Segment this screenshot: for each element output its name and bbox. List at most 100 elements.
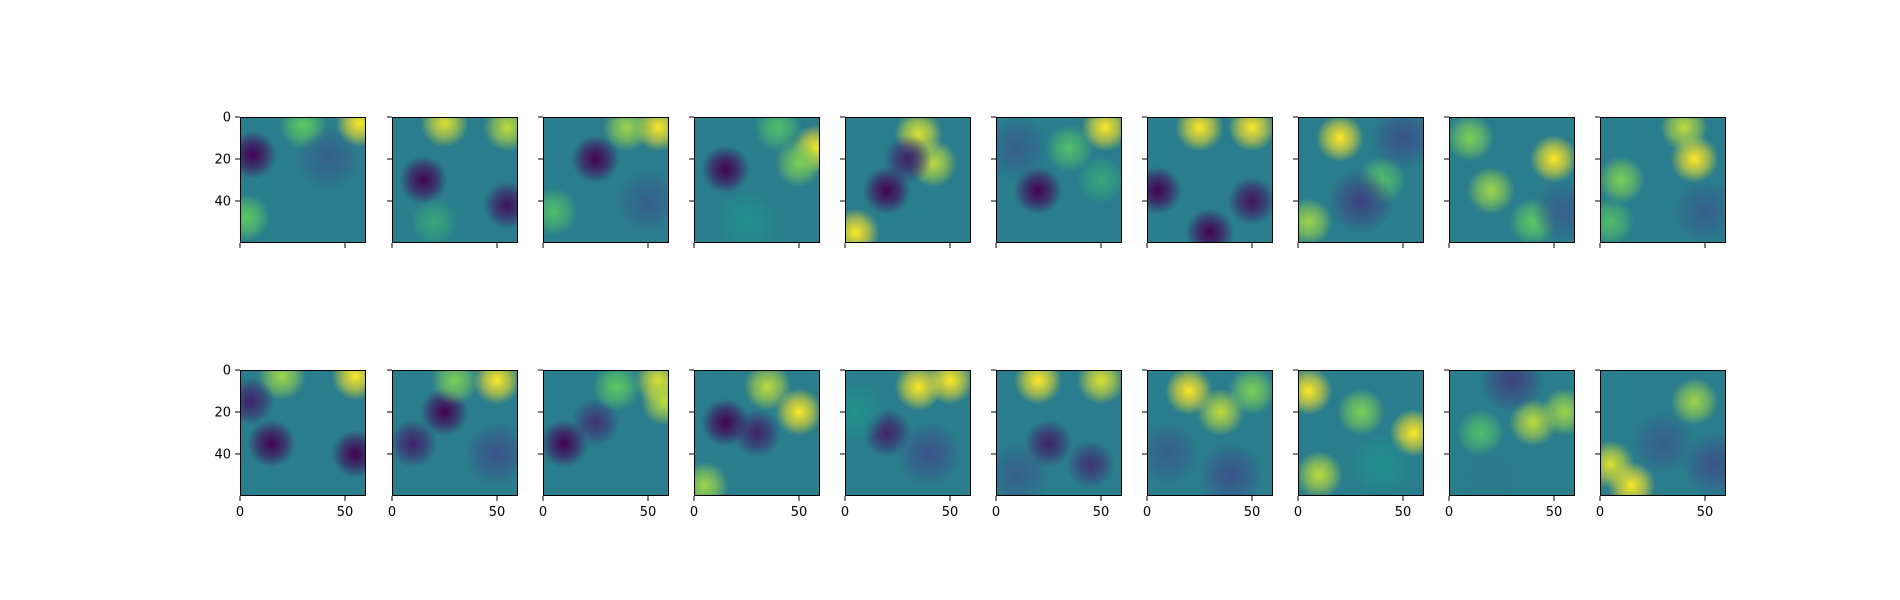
heatmap-blob	[1228, 370, 1273, 415]
heatmap-blob	[1480, 370, 1544, 413]
axes-frame	[1147, 370, 1273, 496]
heatmap-image	[543, 117, 669, 243]
axes-frame	[845, 117, 971, 243]
heatmap-panel-r0-c0: 0 20 40	[214, 111, 366, 248]
heatmap-blob	[996, 117, 1049, 181]
heatmap-blob	[431, 370, 479, 405]
heatmap-blob	[1371, 117, 1424, 170]
heatmap-panel-r0-c2	[538, 116, 669, 248]
x-tick-label: 0	[388, 505, 396, 520]
heatmap-blob	[897, 422, 961, 486]
heatmap-panel-r0-c1	[387, 116, 518, 248]
heatmap-blob	[1045, 124, 1094, 173]
heatmap-blob	[754, 117, 802, 152]
heatmap-image	[1147, 370, 1273, 496]
heatmap-blob	[592, 370, 641, 411]
heatmap-panel-r1-c3: 0 50	[689, 369, 820, 520]
x-tick-label: 50	[791, 505, 808, 520]
axes-frame	[543, 117, 669, 243]
heatmap-blob	[1298, 370, 1333, 415]
x-tick-label: 0	[236, 505, 244, 520]
heatmap-panel-r0-c8	[1444, 116, 1575, 248]
heatmap-blob	[473, 370, 518, 405]
x-tick-label: 0	[539, 505, 547, 520]
heatmap-blob	[1298, 198, 1333, 243]
x-tick-label: 50	[1697, 505, 1714, 520]
heatmap-image	[240, 117, 366, 243]
heatmap-blob	[1467, 166, 1515, 215]
axes-frame	[240, 370, 366, 496]
heatmap-blob	[616, 169, 669, 233]
heatmap-blob	[1077, 370, 1122, 405]
heatmap-blob	[240, 377, 275, 426]
heatmap-blob	[240, 193, 271, 242]
heatmap-panel-r1-c8: 0 50	[1444, 369, 1575, 520]
heatmap-image	[1449, 370, 1575, 496]
heatmap-blob	[1186, 208, 1234, 243]
heatmap-blob	[240, 130, 277, 179]
heatmap-blob	[1530, 135, 1575, 183]
heatmap-blob	[331, 370, 366, 401]
heatmap-blob	[733, 409, 781, 457]
x-tick-label: 50	[1395, 505, 1412, 520]
x-tick-label: 50	[640, 505, 657, 520]
heatmap-image	[845, 117, 971, 243]
axes-frame	[543, 370, 669, 496]
heatmap-blob	[1600, 440, 1635, 489]
axes-frame	[1298, 117, 1424, 243]
heatmap-blob	[1673, 179, 1726, 243]
heatmap-image	[543, 370, 669, 496]
heatmap-blob	[331, 430, 366, 478]
heatmap-blob	[1329, 169, 1393, 233]
heatmap-blob	[775, 139, 820, 188]
heatmap-blob	[845, 208, 880, 243]
heatmap-blob	[571, 135, 620, 183]
heatmap-blob	[571, 398, 620, 447]
axes-frame	[392, 117, 518, 243]
heatmap-blob	[845, 380, 888, 444]
heatmap-image	[392, 370, 518, 496]
x-tick-label: 50	[942, 505, 959, 520]
heatmap-blob	[543, 187, 578, 236]
heatmap-blob	[694, 461, 729, 496]
axes-frame	[240, 117, 366, 243]
heatmap-panel-r0-c3	[689, 116, 820, 248]
heatmap-panel-r0-c4	[840, 116, 971, 248]
y-tick-label: 0	[223, 111, 231, 126]
heatmap-blob	[1014, 370, 1062, 405]
heatmap-image	[996, 117, 1122, 243]
heatmap-panel-r1-c9: 0 50	[1595, 369, 1726, 520]
heatmap-image	[240, 370, 366, 496]
heatmap-blob	[1459, 443, 1523, 496]
y-tick-label: 20	[214, 406, 231, 421]
panel-layer: 0 20 40 0 20 40 0 50 0 50 0 50 0 50 0 50 0 50 0 50 0 50 0 50 0 50	[214, 111, 1726, 520]
heatmap-blob	[1147, 422, 1200, 486]
x-tick-label: 50	[1093, 505, 1110, 520]
axes-frame	[1449, 117, 1575, 243]
heatmap-blob	[1532, 179, 1575, 243]
heatmap-blob	[640, 377, 669, 426]
x-tick-label: 0	[841, 505, 849, 520]
axes-frame	[694, 117, 820, 243]
heatmap-blob	[410, 198, 458, 243]
heatmap-panel-r1-c0: 0 20 40 0 50	[214, 364, 366, 520]
heatmap-blob	[420, 117, 469, 148]
heatmap-panel-r0-c9	[1595, 116, 1726, 248]
heatmap-image	[1600, 370, 1726, 496]
heatmap-blob	[1077, 156, 1122, 204]
heatmap-panel-r1-c2: 0 50	[538, 369, 669, 520]
heatmap-blob	[1449, 117, 1494, 162]
heatmap-blob	[1683, 432, 1726, 496]
axes-frame	[1298, 370, 1424, 496]
heatmap-panel-r1-c4: 0 50	[840, 369, 971, 520]
heatmap-blob	[1670, 377, 1719, 426]
heatmap-blob	[1228, 177, 1273, 225]
x-tick-label: 0	[1596, 505, 1604, 520]
heatmap-blob	[1600, 156, 1645, 204]
heatmap-image	[1298, 370, 1424, 496]
heatmap-blob	[483, 117, 518, 152]
x-tick-label: 50	[337, 505, 354, 520]
heatmap-blob	[399, 156, 448, 204]
heatmap-blob	[1199, 443, 1263, 496]
